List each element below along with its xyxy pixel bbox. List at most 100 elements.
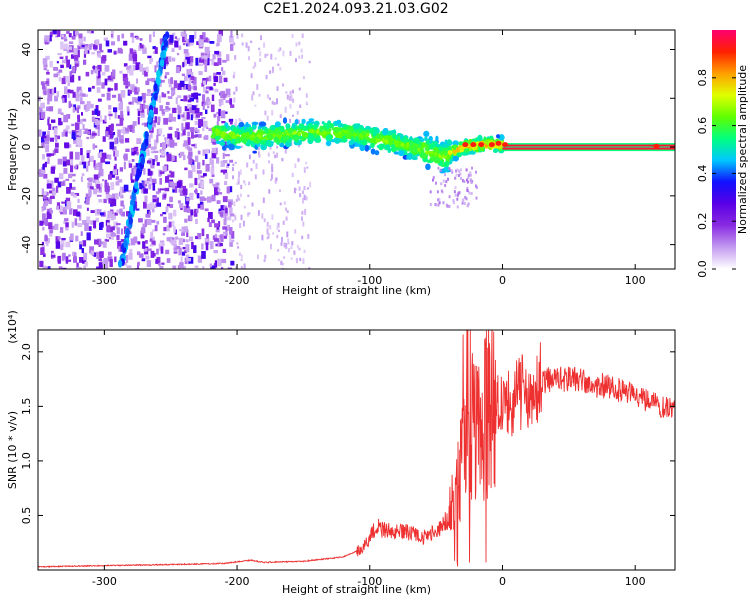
streak-cell (140, 156, 145, 165)
noise-cell (279, 189, 281, 192)
noise-cell (121, 187, 126, 193)
noise-cell (280, 242, 283, 246)
noise-cell (73, 104, 77, 110)
noise-cell (68, 103, 73, 107)
noise-cell (467, 202, 470, 206)
noise-cell (179, 228, 184, 232)
noise-cell (149, 170, 153, 176)
meteor-cell (496, 134, 500, 139)
noise-cell (147, 55, 152, 59)
noise-cell (469, 173, 472, 177)
noise-cell (117, 93, 123, 102)
noise-cell (110, 171, 115, 178)
noise-cell (54, 87, 57, 94)
noise-cell (148, 211, 151, 215)
noise-cell (187, 155, 192, 159)
noise-cell (123, 184, 129, 192)
noise-cell (305, 196, 308, 201)
noise-cell (79, 90, 83, 97)
noise-cell (250, 40, 253, 44)
noise-cell (276, 234, 279, 239)
carrier-blob (470, 142, 477, 148)
noise-cell (169, 170, 172, 174)
noise-cell (79, 241, 82, 250)
noise-cell (64, 218, 69, 222)
meteor-cell (422, 154, 427, 159)
noise-cell (86, 136, 90, 140)
noise-cell (277, 258, 280, 262)
noise-cell (442, 179, 445, 183)
noise-cell (184, 75, 188, 82)
noise-cell (221, 67, 224, 71)
noise-cell (153, 150, 159, 154)
noise-cell (65, 222, 69, 228)
noise-cell (152, 159, 155, 166)
noise-cell (73, 194, 77, 198)
noise-cell (84, 46, 88, 55)
noise-cell (102, 55, 107, 62)
noise-cell (123, 40, 128, 46)
noise-cell (139, 104, 143, 110)
noise-cell (110, 182, 115, 190)
noise-cell (248, 154, 251, 160)
noise-cell (170, 77, 173, 84)
noise-cell (227, 163, 230, 166)
noise-cell (74, 60, 80, 66)
noise-cell (211, 219, 215, 224)
noise-cell (57, 53, 62, 56)
noise-cell (203, 86, 208, 93)
noise-cell (184, 250, 187, 254)
noise-cell (42, 213, 46, 222)
meteor-cell (250, 136, 254, 141)
noise-cell (141, 188, 145, 194)
noise-cell (173, 250, 178, 254)
noise-cell (259, 51, 262, 57)
noise-cell (168, 117, 172, 123)
noise-cell (257, 210, 260, 216)
noise-cell (82, 220, 87, 225)
noise-cell (70, 233, 74, 241)
noise-cell (448, 195, 451, 199)
noise-cell (239, 223, 242, 228)
noise-cell (235, 266, 238, 269)
noise-cell (218, 99, 223, 103)
noise-cell (49, 34, 52, 42)
meteor-cell (456, 147, 460, 153)
noise-cell (60, 227, 64, 231)
noise-cell (58, 266, 63, 269)
noise-cell (459, 168, 462, 172)
noise-cell (461, 201, 464, 205)
noise-cell (76, 108, 79, 114)
noise-cell (69, 64, 72, 69)
noise-cell (41, 207, 44, 212)
noise-cell (152, 31, 155, 37)
noise-cell (440, 189, 443, 193)
noise-cell (46, 191, 49, 196)
noise-cell (444, 173, 446, 177)
noise-cell (56, 91, 60, 98)
noise-cell (176, 245, 181, 249)
noise-cell (171, 237, 175, 240)
streak-cell (144, 131, 149, 139)
noise-cell (105, 189, 110, 195)
noise-cell (297, 180, 300, 184)
noise-cell (299, 257, 302, 261)
noise-cell (93, 160, 96, 168)
noise-cell (63, 167, 68, 174)
noise-cell (82, 240, 87, 247)
noise-cell (98, 199, 103, 203)
heatmap-y-tick-label: 0 (20, 144, 33, 151)
noise-cell (221, 121, 226, 124)
noise-cell (173, 209, 177, 217)
noise-cell (213, 250, 218, 254)
noise-cell (38, 96, 41, 102)
noise-cell (77, 204, 82, 209)
noise-cell (86, 216, 91, 225)
noise-cell (191, 105, 197, 111)
noise-cell (435, 181, 437, 185)
noise-cell (213, 76, 218, 83)
noise-cell (167, 96, 173, 99)
noise-cell (75, 94, 80, 102)
noise-cell (457, 174, 460, 177)
noise-cell (83, 44, 89, 48)
